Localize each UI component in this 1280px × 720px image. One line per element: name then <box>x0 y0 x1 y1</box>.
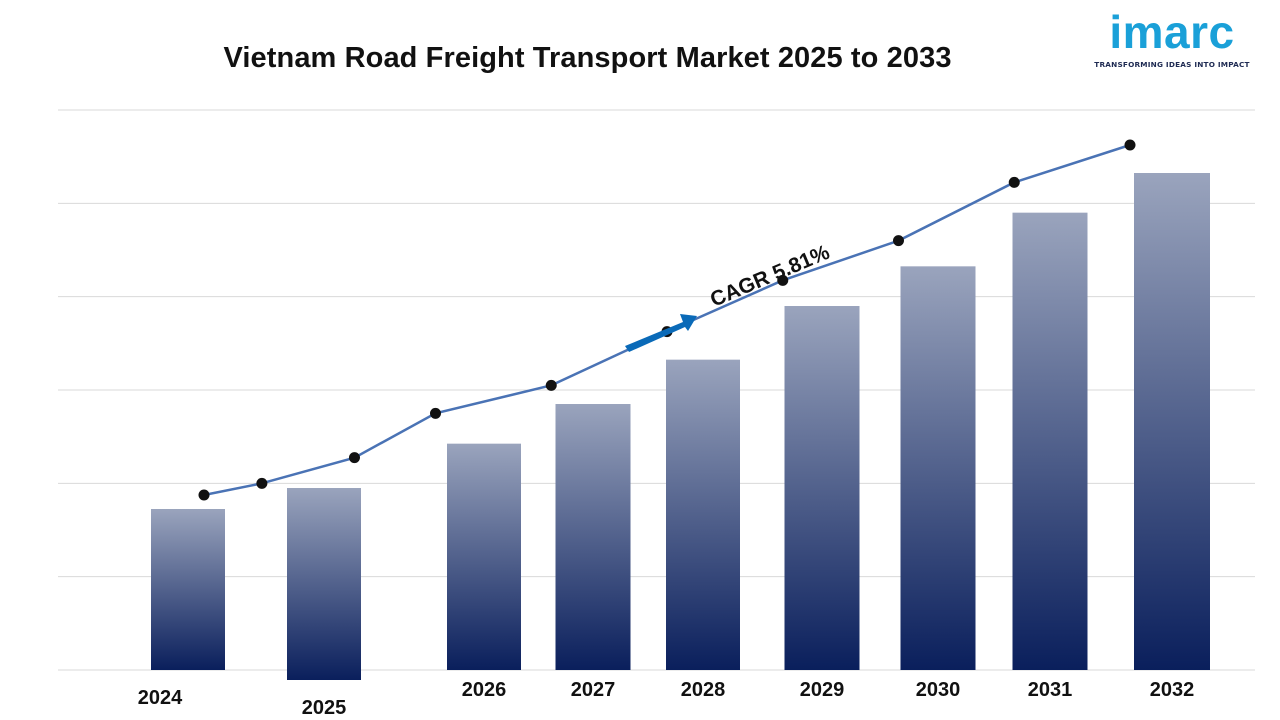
trend-marker-2 <box>348 452 360 464</box>
trend-marker-6 <box>777 274 789 286</box>
tick-label-2025: 2025 <box>302 697 347 719</box>
trend-marker-8 <box>1008 176 1020 188</box>
bar-2025 <box>287 488 361 680</box>
bar-2031 <box>1012 212 1088 670</box>
trend-marker-1 <box>256 477 268 489</box>
bar-2032 <box>1134 173 1210 670</box>
logo-wordmark: imarc <box>1109 6 1235 58</box>
bar-2024 <box>151 509 225 670</box>
tick-label-2028: 2028 <box>681 679 726 701</box>
tick-label-2029: 2029 <box>800 679 845 701</box>
bars <box>151 173 1210 680</box>
tick-label-2031: 2031 <box>1028 679 1073 701</box>
tick-label-2032: 2032 <box>1150 679 1195 701</box>
cagr-label: CAGR 5.81% <box>707 241 833 312</box>
bar-2026 <box>447 443 521 670</box>
trend-marker-0 <box>198 489 210 501</box>
bar-2028 <box>666 359 740 670</box>
tick-label-2026: 2026 <box>462 679 507 701</box>
tick-label-2024: 2024 <box>138 687 183 709</box>
trend-marker-4 <box>545 379 557 391</box>
trend-marker-7 <box>893 235 904 247</box>
tick-label-2030: 2030 <box>916 679 961 701</box>
bar-2029 <box>784 306 860 670</box>
bar-2027 <box>555 404 631 670</box>
chart-title: Vietnam Road Freight Transport Market 20… <box>223 42 952 74</box>
logo-tagline: TRANSFORMING IDEAS INTO IMPACT <box>1094 60 1250 69</box>
bar-2030 <box>900 266 976 670</box>
tick-label-2027: 2027 <box>571 679 616 701</box>
trend-line <box>203 143 1131 497</box>
x-axis-ticks: 2024 2025 2026 2027 2028 2029 2030 2031 2032 <box>138 679 1195 719</box>
trend-marker-9 <box>1124 139 1136 151</box>
trend-marker-3 <box>430 407 441 419</box>
cagr-trend-line <box>203 143 1131 497</box>
cagr-arrow-icon <box>625 314 697 352</box>
imarc-logo: imarc TRANSFORMING IDEAS INTO IMPACT <box>1092 8 1252 69</box>
